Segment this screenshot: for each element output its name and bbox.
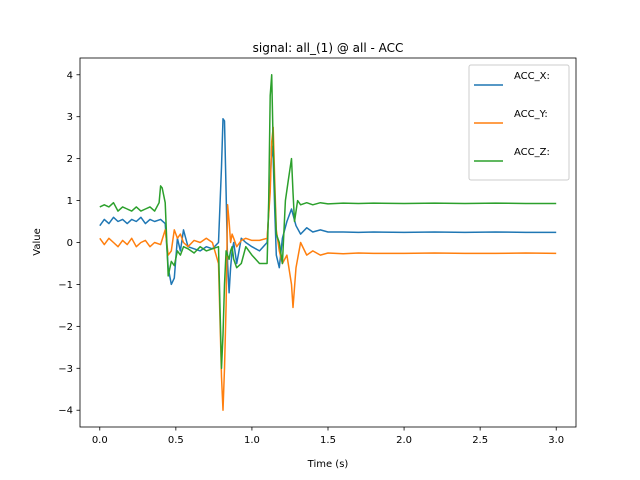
y-tick-label: 0 [67,238,73,249]
y-tick-label: −2 [58,322,73,333]
legend-box [468,64,570,181]
y-tick-label: 1 [67,196,73,207]
x-tick-label: 2.5 [472,435,488,446]
y-tick-label: 4 [67,70,73,81]
y-tick-label: 3 [67,112,73,123]
series-line-acc-x [99,118,557,294]
y-axis-title: Value [32,228,43,255]
series-line-acc-z [99,74,557,370]
x-axis: 0.0 0.5 1.0 1.5 2.0 2.5 3.0 [92,427,564,446]
x-tick-label: 1.0 [244,435,260,446]
x-tick-label: 3.0 [548,435,564,446]
legend-label: ACC_Y: [514,109,548,120]
x-tick-label: 0.0 [92,435,108,446]
y-tick-label: −1 [58,280,73,291]
x-axis-title: Time (s) [307,459,349,470]
y-tick-label: 2 [67,154,73,165]
x-tick-label: 0.5 [168,435,184,446]
chart-title: signal: all_(1) @ all - ACC [253,41,404,55]
series-line-acc-y [99,126,557,411]
y-tick-label: −3 [58,364,73,375]
x-tick-label: 2.0 [396,435,412,446]
legend-label: ACC_Z: [514,147,550,158]
series-layer [99,74,557,411]
y-axis: −4 −3 −2 −1 0 1 2 3 4 [58,70,80,417]
y-tick-label: −4 [58,406,73,417]
legend: ACC_X: ACC_Y: ACC_Z: [468,64,570,181]
x-tick-label: 1.5 [320,435,336,446]
legend-label: ACC_X: [514,71,550,82]
